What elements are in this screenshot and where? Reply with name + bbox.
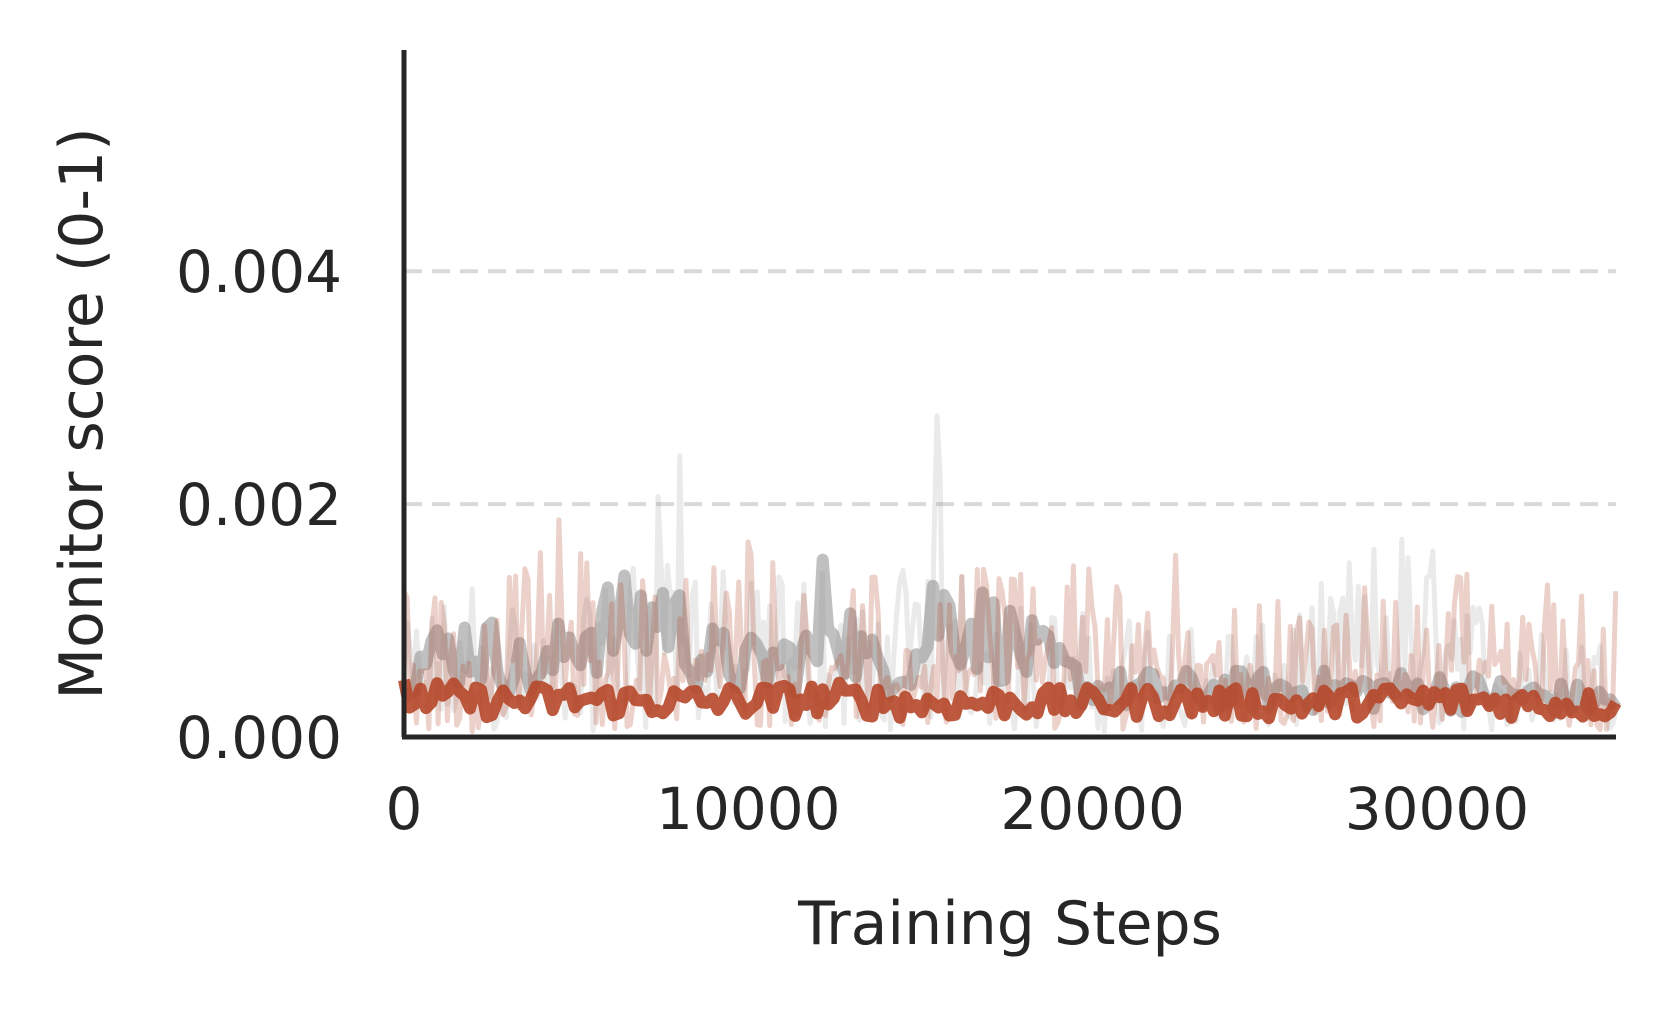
series-line-3 (398, 676, 1622, 725)
x-tick-labels: 0 10000 20000 30000 (386, 775, 1530, 843)
x-tick-label-2: 20000 (1000, 775, 1185, 843)
axes (401, 50, 1616, 740)
x-axis-title: Training Steps (797, 889, 1222, 959)
grid-lines (404, 269, 1616, 507)
y-tick-label-1: 0.002 (176, 471, 342, 539)
x-tick-label-0: 0 (386, 775, 423, 843)
y-tick-labels: 0.000 0.002 0.004 (176, 238, 342, 772)
y-tick-label-0: 0.000 (176, 704, 342, 772)
series-line-2 (401, 517, 1619, 735)
series-line-1 (400, 553, 1621, 719)
y-axis-title: Monitor score (0-1) (47, 127, 117, 699)
series-lines (398, 413, 1622, 735)
y-tick-label-2: 0.004 (176, 238, 342, 306)
x-tick-label-3: 30000 (1345, 775, 1530, 843)
x-tick-label-1: 10000 (656, 775, 841, 843)
